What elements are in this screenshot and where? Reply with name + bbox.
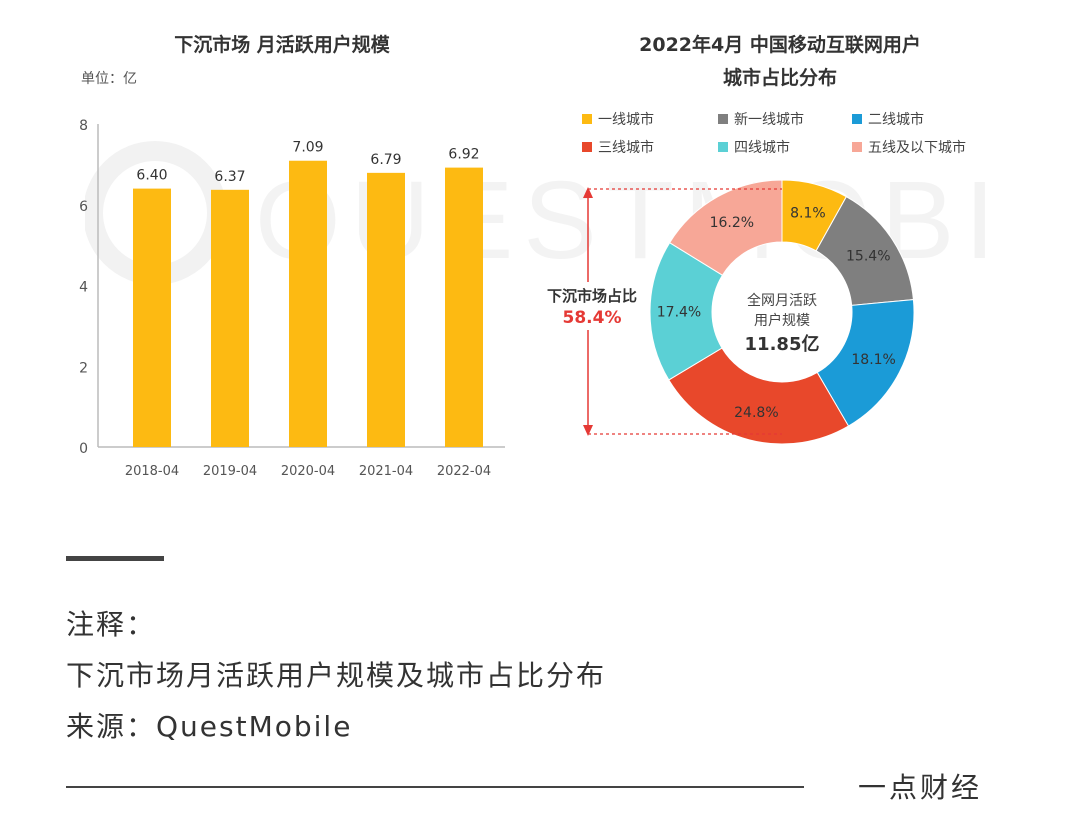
slice-label: 17.4% xyxy=(657,304,701,320)
legend-label: 三线城市 xyxy=(598,139,654,156)
note-caption: 下沉市场月活跃用户规模及城市占比分布 xyxy=(66,659,607,692)
note-title: 注释： xyxy=(66,608,157,641)
bracket-arrow-bottom xyxy=(583,425,593,436)
x-category-label: 2020-04 xyxy=(281,464,335,479)
bracket-label: 下沉市场占比 xyxy=(547,287,637,305)
donut-title-line2: 城市占比分布 xyxy=(723,66,837,89)
legend-label: 二线城市 xyxy=(868,111,924,128)
slice-三线城市 xyxy=(668,347,850,445)
center-value: 11.85亿 xyxy=(745,333,820,355)
slice-label: 8.1% xyxy=(790,205,826,221)
legend-label: 一线城市 xyxy=(598,111,654,128)
legend-swatch xyxy=(582,114,592,124)
slice-四线城市 xyxy=(649,241,724,381)
legend-swatch xyxy=(582,142,592,152)
x-category-label: 2021-04 xyxy=(359,464,413,479)
bar-chart: 下沉市场 月活跃用户规模 单位：亿 0 2 4 6 8 6.40 6.37 7.09 6.79… xyxy=(79,33,505,479)
bar-value-label: 7.09 xyxy=(292,140,323,156)
legend-label: 新一线城市 xyxy=(734,111,804,128)
bar-value-label: 6.37 xyxy=(214,169,245,185)
y-tick-label: 2 xyxy=(79,360,88,376)
center-label-line1: 全网月活跃 xyxy=(747,292,817,309)
unit-label: 单位：亿 xyxy=(81,71,137,87)
note-source: 来源：QuestMobile xyxy=(66,710,353,743)
section-divider xyxy=(66,556,164,561)
bracket-value: 58.4% xyxy=(563,308,622,328)
bar-2022-04 xyxy=(445,167,483,448)
bracket-arrow-top xyxy=(583,187,593,198)
legend-swatch xyxy=(718,114,728,124)
bar-2020-04 xyxy=(289,160,327,447)
legend-swatch xyxy=(718,142,728,152)
legend-label: 四线城市 xyxy=(734,139,790,156)
y-tick-label: 8 xyxy=(79,118,88,134)
legend-swatch xyxy=(852,142,862,152)
bar-chart-title: 下沉市场 月活跃用户规模 xyxy=(174,33,391,56)
legend-label: 五线及以下城市 xyxy=(868,139,966,156)
brand-signature: 一点财经 xyxy=(858,771,983,804)
slice-label: 16.2% xyxy=(710,215,754,231)
x-category-label: 2022-04 xyxy=(437,464,491,479)
bar-value-label: 6.92 xyxy=(448,147,479,163)
bar-2021-04 xyxy=(367,172,405,447)
donut-title-line1: 2022年4月 中国移动互联网用户 xyxy=(639,33,921,56)
slice-label: 24.8% xyxy=(734,405,778,421)
slice-label: 18.1% xyxy=(851,352,895,368)
donut-chart: 2022年4月 中国移动互联网用户 城市占比分布 一线城市 新一线城市 二线城市三线… xyxy=(536,33,966,445)
bar-2019-04 xyxy=(211,189,249,447)
slice-label: 15.4% xyxy=(846,249,890,265)
bar-value-label: 6.79 xyxy=(370,152,401,168)
x-category-label: 2018-04 xyxy=(125,464,179,479)
bottom-rule xyxy=(66,786,804,788)
y-tick-label: 6 xyxy=(79,199,88,215)
bar-value-label: 6.40 xyxy=(136,168,167,184)
bar-2018-04 xyxy=(133,188,171,447)
center-label-line2: 用户规模 xyxy=(754,312,810,329)
legend-swatch xyxy=(852,114,862,124)
slice-五线及以下城市 xyxy=(668,179,783,276)
x-category-label: 2019-04 xyxy=(203,464,257,479)
y-tick-label: 0 xyxy=(79,441,88,457)
y-tick-label: 4 xyxy=(79,280,88,296)
